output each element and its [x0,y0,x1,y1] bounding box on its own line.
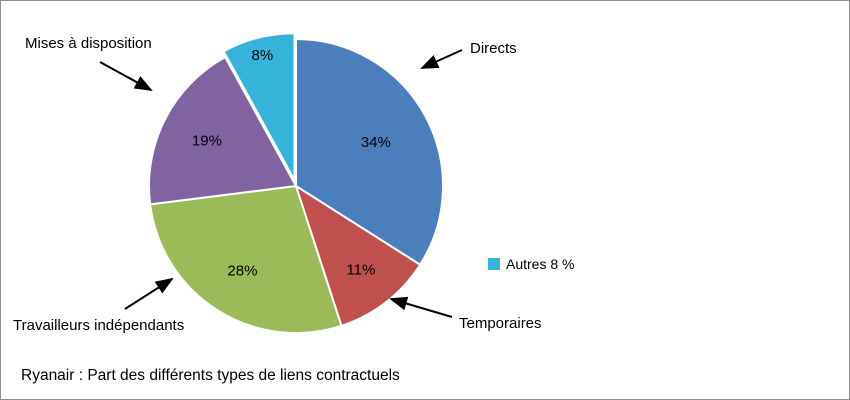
legend-label-autres: Autres 8 % [506,256,575,272]
travailleurs-independants-arrow [124,277,174,310]
legend: Autres 8 % [488,256,574,272]
pie-slice-4 [222,32,296,182]
pie-percent-label-2: 28% [227,262,257,279]
label-mises-a-disposition: Mises à disposition [25,35,152,52]
directs-arrow [420,49,463,69]
pie-percent-label-0: 34% [361,134,391,151]
pie-slice-2 [149,185,343,334]
pie-slice-1 [295,185,422,327]
chart-caption: Ryanair : Part des différents types de l… [21,367,400,384]
pie-slices: 34% 11% 28% 19% 8% [148,32,444,334]
label-travailleurs-independants: Travailleurs indépendants [13,317,185,334]
pie-percent-label-4: 8% [251,47,273,64]
label-temporaires: Temporaires [459,315,542,332]
pie-percent-label-3: 19% [192,133,222,150]
temporaires-arrow [389,296,453,318]
pie-slice-3 [148,56,297,206]
pie-percent-label-1: 11% [346,262,375,279]
label-directs: Directs [470,40,517,57]
legend-swatch-autres [488,258,500,270]
mises-a-disposition-arrow [99,61,153,91]
